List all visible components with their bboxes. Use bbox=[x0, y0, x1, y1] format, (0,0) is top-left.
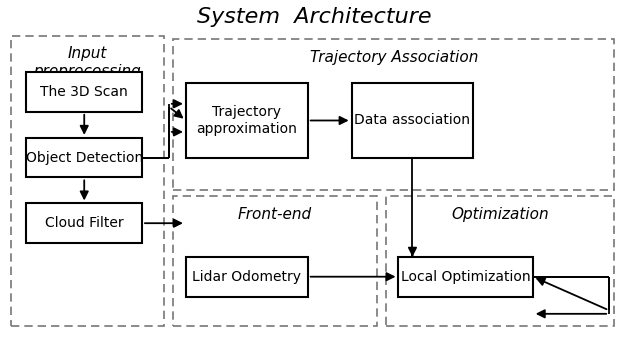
Bar bbox=[173, 39, 614, 190]
Bar bbox=[386, 196, 614, 326]
Bar bbox=[26, 72, 142, 112]
Text: Input
preprocessing: Input preprocessing bbox=[33, 46, 141, 79]
Text: Cloud Filter: Cloud Filter bbox=[45, 216, 124, 230]
Text: Data association: Data association bbox=[354, 113, 470, 127]
Bar bbox=[26, 138, 142, 177]
Bar bbox=[186, 82, 308, 158]
Text: System  Architecture: System Architecture bbox=[197, 7, 431, 26]
Text: Front-end: Front-end bbox=[238, 207, 312, 222]
Text: The 3D Scan: The 3D Scan bbox=[40, 85, 128, 99]
Bar bbox=[173, 196, 377, 326]
Text: Trajectory Association: Trajectory Association bbox=[310, 50, 478, 65]
Text: Local Optimization: Local Optimization bbox=[401, 270, 531, 284]
Bar bbox=[186, 257, 308, 296]
Bar bbox=[11, 36, 164, 326]
Text: Lidar Odometry: Lidar Odometry bbox=[192, 270, 301, 284]
Text: Trajectory
approximation: Trajectory approximation bbox=[197, 105, 297, 136]
Bar bbox=[398, 257, 533, 296]
Text: Optimization: Optimization bbox=[451, 207, 549, 222]
Bar bbox=[352, 82, 474, 158]
Text: Object Detection: Object Detection bbox=[26, 151, 143, 165]
Bar bbox=[26, 203, 142, 243]
